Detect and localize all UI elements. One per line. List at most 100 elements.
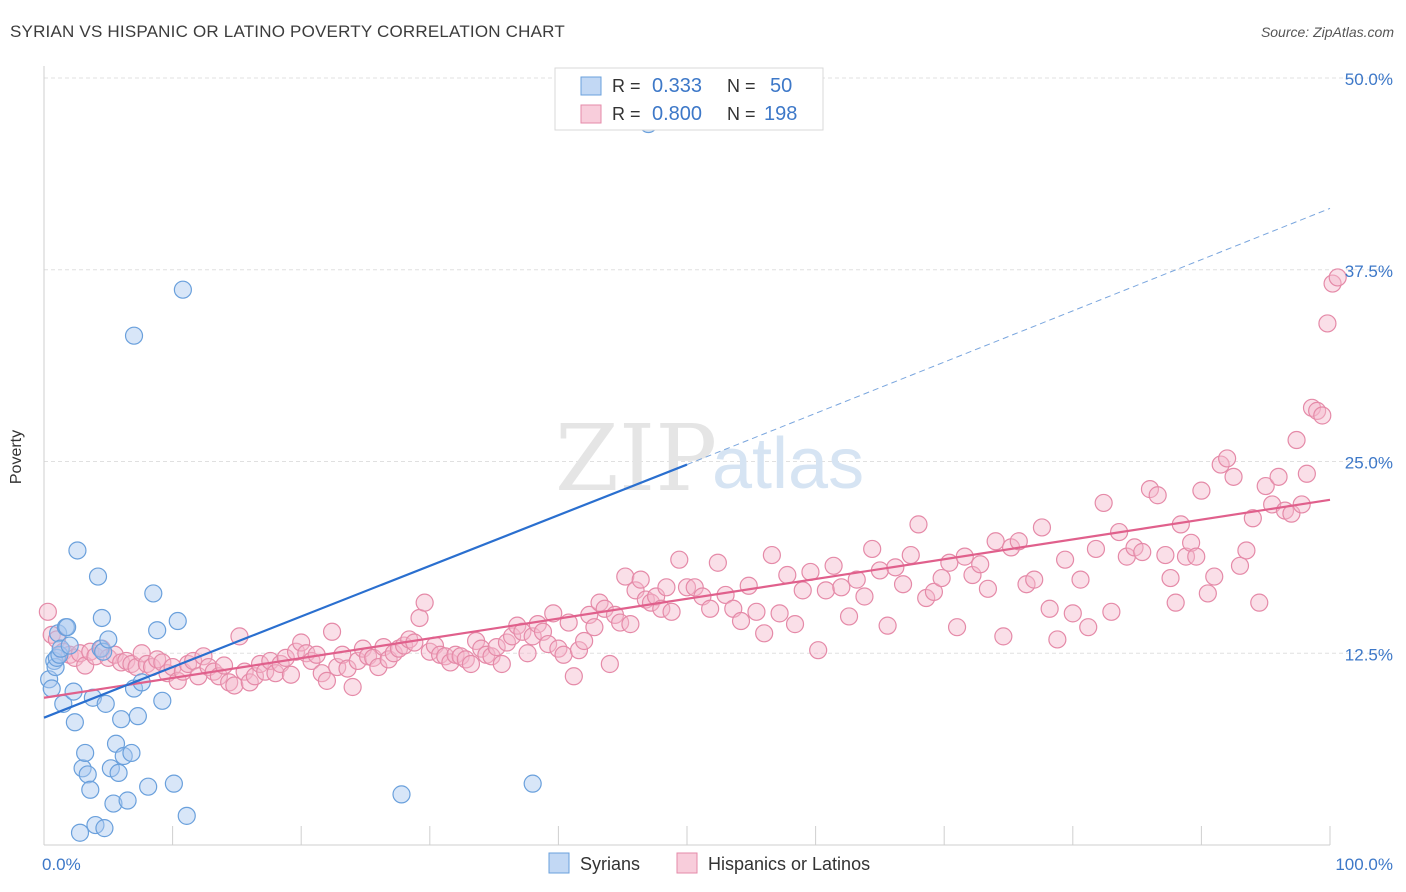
hispanic-point [631, 570, 650, 589]
syrian-point [47, 648, 66, 667]
hispanic-point [1102, 602, 1121, 621]
hispanic-point [1182, 533, 1201, 552]
hispanic-point [1198, 584, 1217, 603]
hispanic-trendline [43, 498, 1331, 699]
syrian-point [70, 823, 90, 842]
hispanic-point [564, 667, 583, 686]
hispanic-point [281, 665, 301, 684]
syrian-point [42, 679, 61, 698]
hispanic-point [117, 651, 136, 671]
watermark-zip: ZIP [555, 405, 717, 512]
syrian-point [78, 765, 97, 784]
y-tick-label: 50.0% [1345, 70, 1393, 89]
legend-r-value: 0.333 [652, 75, 702, 97]
hispanic-point [924, 582, 944, 601]
hispanic-point [893, 575, 913, 594]
hispanic-point [847, 570, 866, 589]
hispanic-point [863, 539, 882, 559]
hispanic-point [878, 616, 897, 635]
hispanic-point [554, 645, 573, 664]
hispanic-point [1237, 541, 1256, 560]
syrian-point [60, 636, 79, 655]
hispanic-point [1256, 476, 1275, 496]
hispanic-point [148, 650, 167, 669]
syrian-point [168, 611, 187, 631]
hispanic-point [539, 634, 558, 654]
hispanic-point [225, 676, 244, 695]
syrian-point [118, 791, 137, 810]
syrian-point [148, 621, 167, 640]
hispanic-point [76, 656, 95, 675]
hispanic-point [1313, 406, 1332, 425]
hispanic-point [1055, 550, 1075, 569]
legend-swatch-syrians [548, 852, 570, 874]
syrian-point [91, 639, 110, 658]
hispanic-point [739, 576, 758, 595]
x-tick-label: 100.0% [1335, 855, 1393, 874]
hispanic-point [1269, 467, 1288, 486]
hispanic-point [343, 677, 362, 697]
hispanic-point [415, 593, 434, 612]
hispanic-point [322, 622, 342, 641]
hispanic-point [1297, 464, 1316, 483]
syrian-point [109, 763, 128, 783]
hispanic-point [1166, 593, 1185, 612]
syrian-point [173, 280, 192, 299]
legend-r-label: R = [612, 76, 641, 96]
hispanic-point [369, 657, 388, 677]
hispanic-point [616, 567, 635, 586]
syrian-point [124, 326, 144, 345]
hispanic-point [685, 578, 704, 597]
chart-title: SYRIAN VS HISPANIC OR LATINO POVERTY COR… [10, 22, 565, 41]
y-tick-label: 12.5% [1345, 645, 1393, 664]
syrian-point [65, 713, 84, 732]
hispanic-point [1187, 547, 1206, 566]
hispanic-point [1161, 568, 1180, 588]
hispanic-point [762, 545, 781, 565]
hispanic-point [585, 618, 604, 637]
hispanic-point [839, 607, 859, 626]
hispanic-point [1192, 481, 1211, 500]
hispanic-point [978, 579, 998, 598]
hispanic-point [1218, 449, 1237, 468]
hispanic-point [292, 633, 311, 652]
legend-swatch-hispanics [676, 852, 698, 874]
hispanic-point [1048, 630, 1067, 649]
hispanic-point [670, 550, 689, 569]
hispanic-point [518, 644, 537, 663]
syrian-point [122, 743, 141, 763]
y-tick-label: 37.5% [1345, 262, 1393, 281]
hispanic-point [1318, 314, 1337, 333]
syrian-point [96, 694, 115, 713]
hispanic-point [1205, 567, 1224, 586]
syrian-point [58, 618, 77, 637]
syrian-point [88, 567, 108, 586]
syrian-point [177, 806, 196, 825]
gridlines [44, 77, 1392, 654]
hispanic-point [662, 602, 681, 621]
hispanic-point [569, 641, 589, 660]
hispanic-point [626, 581, 645, 600]
hispanic-point [1243, 509, 1262, 528]
hispanic-point [38, 602, 57, 621]
hispanic-point [677, 578, 697, 597]
hispanic-point [909, 515, 928, 534]
hispanic-point [1250, 593, 1269, 612]
hispanic-point [410, 608, 429, 628]
hispanic-point [461, 654, 481, 674]
hispanic-point [1071, 570, 1090, 589]
legend-n-label: N = [727, 76, 756, 96]
hispanic-point [1133, 542, 1152, 562]
legend-swatch-hispanics [580, 104, 602, 124]
syrian-point [99, 630, 118, 649]
syrian-points [40, 114, 658, 842]
hispanic-point [451, 647, 470, 666]
syrian-point [153, 691, 172, 710]
hispanic-point [1025, 570, 1044, 589]
hispanic-point [1040, 599, 1059, 618]
legend-label-syrians: Syrians [580, 854, 640, 874]
trendlines [43, 207, 1331, 719]
hispanic-point [986, 532, 1005, 551]
hispanic-point [1079, 618, 1098, 637]
legend-n-value: 198 [764, 103, 797, 125]
